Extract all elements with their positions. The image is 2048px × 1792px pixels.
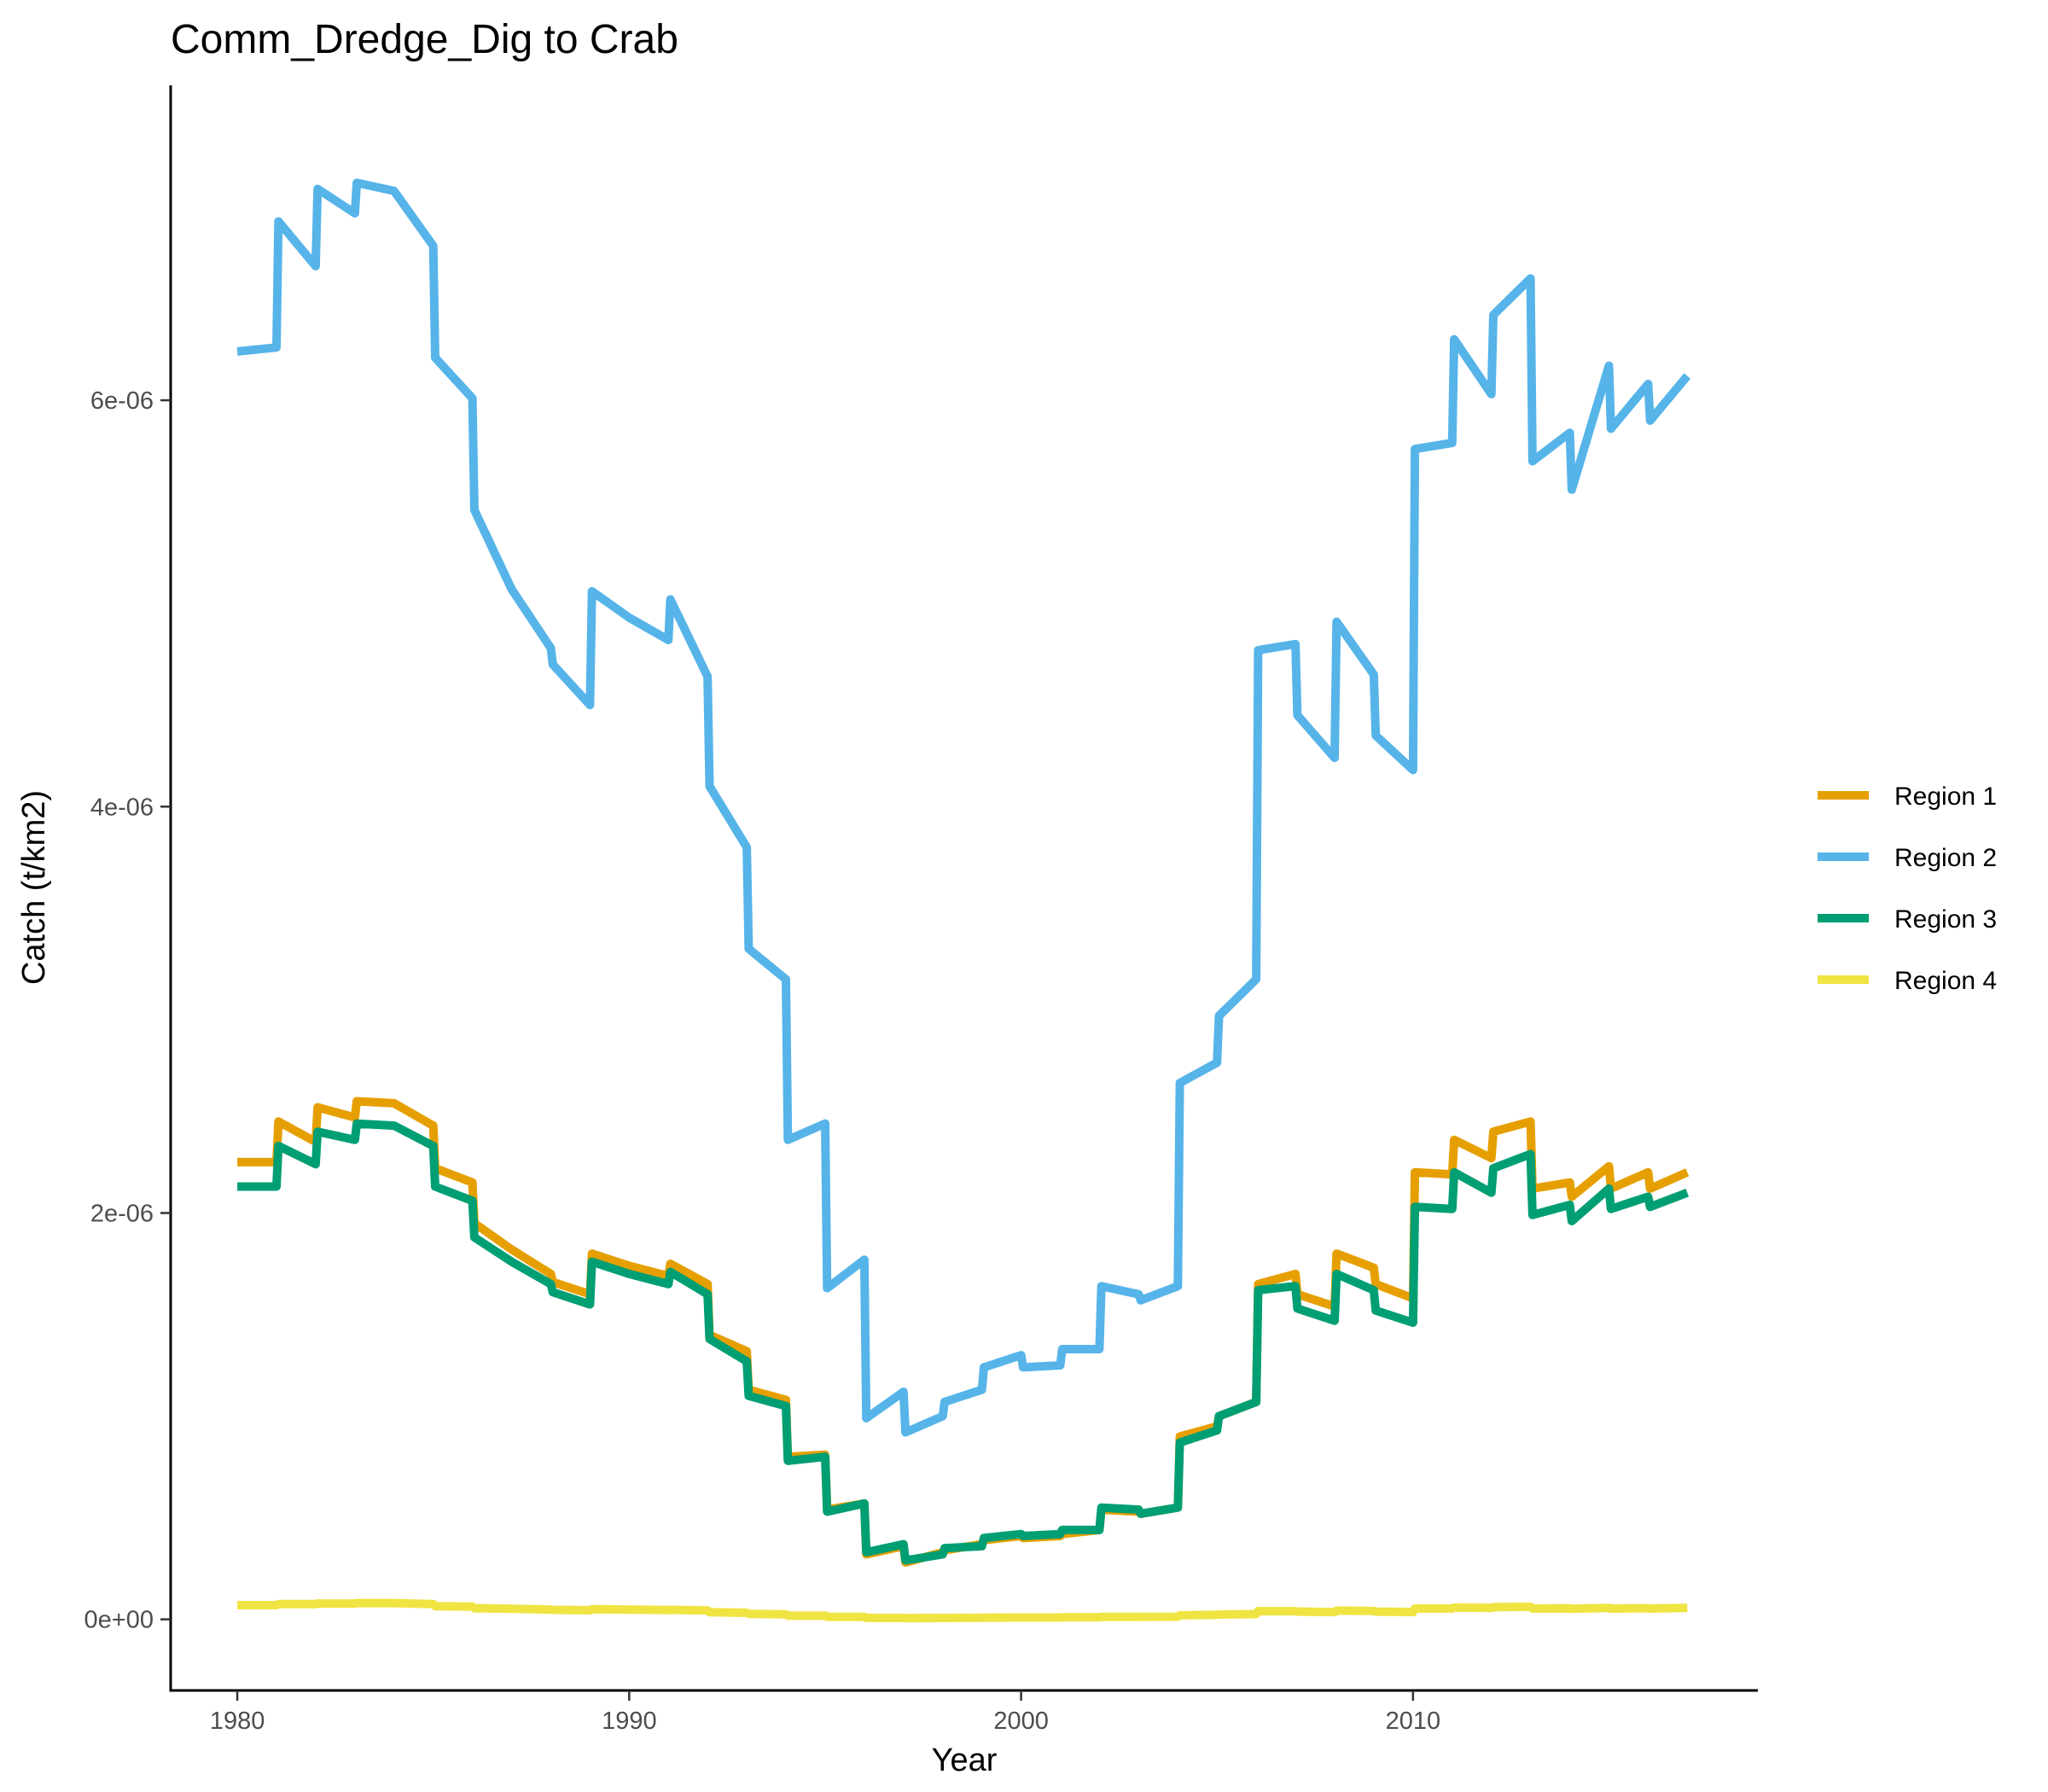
legend-label-4: Region 4 <box>1894 967 1997 995</box>
legend: Region 1 Region 2 Region 3 Region 4 <box>1818 783 1997 995</box>
series-line-4 <box>237 1598 1688 1623</box>
y-tick-label: 2e-06 <box>90 1200 154 1227</box>
y-axis-title: Catch (t/km2) <box>16 790 52 985</box>
x-tick-label: 2010 <box>1386 1708 1441 1735</box>
y-axis-ticks: 0e+00 2e-06 4e-06 6e-06 <box>84 387 171 1634</box>
x-tick-label: 2000 <box>993 1708 1049 1735</box>
series-layer <box>236 178 1691 1623</box>
x-axis-ticks: 1980 1990 2000 2010 <box>210 1690 1440 1735</box>
series-line-1 <box>237 1097 1690 1567</box>
y-tick-label: 0e+00 <box>84 1607 154 1634</box>
series-line-2 <box>236 178 1691 1437</box>
series-line-3 <box>237 1119 1690 1565</box>
y-tick-label: 4e-06 <box>90 794 154 821</box>
x-tick-label: 1990 <box>602 1708 657 1735</box>
legend-label-1: Region 1 <box>1894 783 1997 811</box>
x-axis-title: Year <box>932 1743 998 1778</box>
legend-label-2: Region 2 <box>1894 844 1997 872</box>
legend-label-3: Region 3 <box>1894 905 1997 934</box>
chart-title: Comm_Dredge_Dig to Crab <box>171 17 678 62</box>
y-tick-label: 6e-06 <box>90 387 154 415</box>
x-tick-label: 1980 <box>210 1708 265 1735</box>
